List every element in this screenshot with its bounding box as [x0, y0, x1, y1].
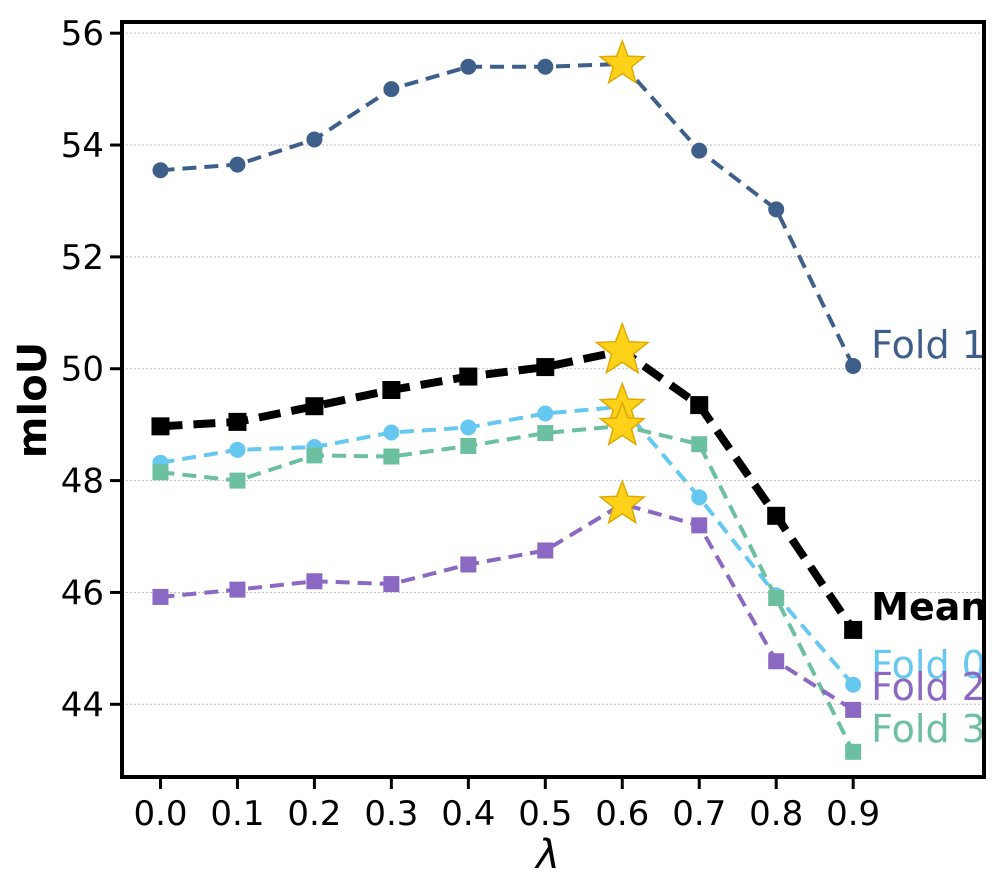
data-point [768, 653, 785, 670]
data-point [229, 441, 246, 458]
data-point [460, 58, 477, 75]
data-point [229, 472, 246, 489]
x-tick-label: 0.6 [595, 794, 649, 834]
y-tick-label: 50 [61, 350, 104, 390]
series-line [160, 346, 857, 633]
data-point [152, 588, 169, 605]
data-point [383, 424, 400, 441]
x-tick-label: 0.5 [518, 794, 572, 834]
data-point [382, 380, 401, 399]
series-mean [151, 346, 863, 639]
data-point [152, 464, 169, 481]
data-point [767, 506, 786, 525]
data-point [691, 517, 708, 534]
best-point-star [598, 478, 647, 525]
y-tick-label: 54 [61, 126, 104, 166]
data-point [459, 367, 478, 386]
y-axis-label: mIoU [10, 342, 56, 459]
x-tick-label: 0.7 [672, 794, 726, 834]
y-tick-label: 48 [61, 462, 104, 502]
best-point-star [598, 400, 647, 447]
x-tick-label: 0.9 [826, 794, 880, 834]
data-point [460, 419, 477, 436]
series-label: Fold 3 [871, 707, 986, 751]
y-tick-label: 52 [61, 238, 104, 278]
series-line [160, 61, 855, 367]
data-point [536, 358, 555, 377]
best-point-star [594, 321, 650, 375]
plot-frame [120, 20, 986, 779]
data-point [383, 576, 400, 593]
y-tick-label: 46 [61, 573, 104, 613]
data-point [845, 676, 862, 693]
data-point [537, 542, 554, 559]
data-point [383, 81, 400, 98]
series-fold-3 [152, 423, 862, 760]
x-tick-label: 0.4 [441, 794, 495, 834]
data-point [845, 701, 862, 718]
series-label: Mean [871, 585, 987, 629]
x-tick-label: 0.2 [287, 794, 341, 834]
axis-ticks: 44 46 48 50 52 54 56 0.0 0.1 0.2 0.3 0.4 0.5 0.6 0.7 0.… [61, 14, 880, 834]
y-tick-label: 56 [61, 14, 104, 54]
data-point [383, 448, 400, 465]
data-point [228, 412, 247, 431]
series-line [160, 404, 855, 687]
x-tick-label: 0.3 [364, 794, 418, 834]
x-axis-label: λ [534, 832, 560, 878]
data-point [537, 58, 554, 75]
series-fold-1 [152, 58, 862, 374]
series-line [160, 502, 855, 712]
series-label: Fold 1 [871, 323, 986, 367]
data-point [690, 396, 709, 415]
series-line [160, 423, 855, 753]
data-point [306, 573, 323, 590]
data-point [229, 156, 246, 173]
best-markers [594, 38, 650, 525]
data-point [537, 425, 554, 442]
y-tick-label: 44 [61, 685, 104, 725]
series-label: Fold 2 [871, 665, 986, 709]
data-point [845, 357, 862, 374]
data-point [768, 590, 785, 607]
data-point [305, 397, 324, 416]
data-point [768, 201, 785, 218]
data-point [844, 620, 863, 639]
data-point [691, 436, 708, 453]
data-point [537, 405, 554, 422]
data-point [229, 581, 246, 598]
data-point [152, 162, 169, 179]
data-point [460, 437, 477, 454]
series-fold-0 [152, 404, 862, 693]
data-point [306, 447, 323, 464]
data-point [691, 142, 708, 159]
data-point [691, 489, 708, 506]
data-point [845, 743, 862, 760]
x-tick-label: 0.8 [749, 794, 803, 834]
x-tick-label: 0.0 [133, 794, 187, 834]
data-point [151, 417, 170, 436]
data-point [460, 556, 477, 573]
data-point [306, 131, 323, 148]
series-lines [151, 58, 863, 760]
series-fold-2 [152, 502, 862, 718]
best-point-star [598, 38, 647, 85]
series-label: Fold 0 [871, 643, 986, 687]
x-tick-label: 0.1 [210, 794, 264, 834]
